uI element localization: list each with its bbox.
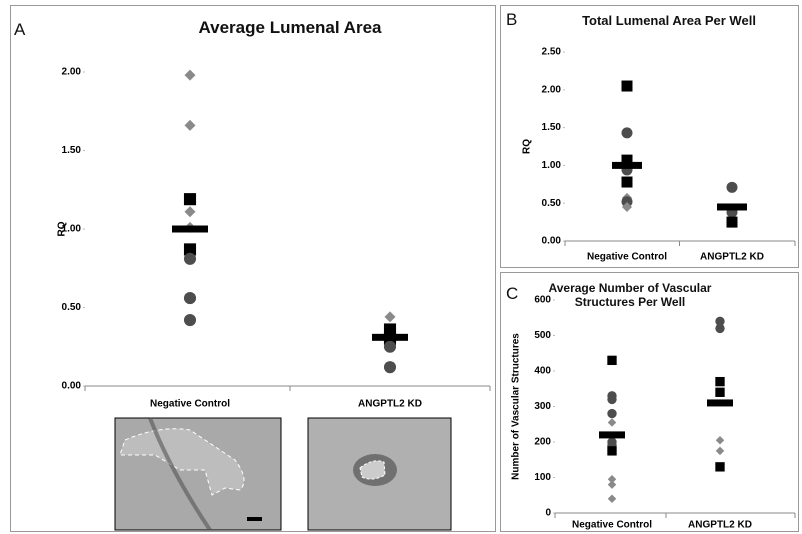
diamond-marker — [184, 206, 196, 218]
panel-border — [10, 5, 496, 532]
square-marker — [621, 80, 633, 92]
square-marker — [383, 323, 397, 336]
chart-title: Average Lumenal Area — [198, 18, 382, 37]
diamond-marker — [607, 480, 617, 489]
square-marker — [726, 216, 738, 228]
y-axis-label: RQ — [57, 221, 68, 236]
square-marker — [607, 355, 617, 366]
y-tick-label: 500 — [534, 330, 551, 341]
circle-marker — [715, 316, 725, 326]
y-tick-label: 300 — [534, 401, 551, 412]
y-tick-label: 0 — [545, 508, 551, 519]
diamond-marker — [184, 69, 196, 81]
y-axis-label: Number of Vascular Structures — [511, 333, 522, 480]
square-marker — [621, 154, 633, 166]
circle-marker — [383, 340, 397, 353]
square-marker — [607, 446, 617, 456]
y-tick-label: 1.00 — [542, 160, 562, 171]
circle-marker — [607, 394, 617, 405]
y-tick-label: 400 — [534, 366, 551, 377]
circle-marker — [183, 314, 197, 327]
x-tick-label: Negative Control — [572, 520, 652, 531]
square-marker — [621, 176, 633, 188]
mean-bar — [717, 203, 747, 211]
square-marker — [715, 387, 725, 397]
circle-marker — [183, 292, 197, 305]
y-tick-label: 2.00 — [542, 84, 562, 95]
chart-title: Total Lumenal Area Per Well — [582, 13, 756, 28]
square-marker — [183, 243, 197, 256]
diamond-marker — [384, 311, 396, 323]
y-tick-label: 1.50 — [542, 122, 562, 133]
diamond-marker — [622, 201, 632, 212]
y-tick-label: 2.00 — [62, 67, 82, 78]
diamond-marker — [715, 435, 725, 445]
y-tick-label: 0.50 — [62, 302, 82, 313]
square-marker — [183, 193, 197, 206]
y-tick-label: 0.50 — [542, 198, 562, 209]
x-tick-label: ANGPTL2 KD — [358, 399, 422, 410]
x-tick-label: Negative Control — [587, 252, 667, 263]
y-tick-label: 200 — [534, 437, 551, 448]
diamond-marker — [715, 446, 725, 456]
micrograph — [307, 417, 452, 531]
x-tick-label: ANGPTL2 KD — [688, 520, 752, 531]
y-tick-label: 0.00 — [62, 381, 82, 392]
panel-letter: B — [506, 10, 518, 29]
mean-bar — [172, 225, 208, 233]
micrograph — [114, 417, 282, 532]
circle-marker — [715, 323, 725, 334]
circle-marker — [383, 361, 397, 374]
y-tick-label: 1.00 — [62, 224, 82, 235]
mean-bar — [372, 333, 408, 341]
mean-bar — [612, 161, 642, 169]
diamond-marker — [607, 418, 617, 427]
panel-letter: A — [14, 20, 26, 39]
mean-bar — [707, 399, 733, 407]
y-tick-label: 2.50 — [542, 47, 562, 58]
y-tick-label: 600 — [534, 295, 551, 306]
y-tick-label: 1.50 — [62, 145, 82, 156]
circle-marker — [607, 408, 617, 419]
square-marker — [715, 376, 725, 387]
circle-marker — [621, 127, 633, 139]
chart-title: Average Number of Vascular Structures Pe… — [548, 281, 712, 309]
panel-letter: C — [506, 284, 519, 303]
y-tick-label: 0.00 — [542, 236, 562, 247]
y-tick-label: 100 — [534, 472, 551, 483]
panel-border — [500, 5, 799, 268]
circle-marker — [621, 196, 633, 208]
mean-bar — [599, 431, 625, 439]
circle-marker — [726, 181, 738, 193]
square-marker — [715, 462, 725, 472]
diamond-marker — [607, 494, 617, 504]
x-tick-label: Negative Control — [150, 399, 230, 410]
x-tick-label: ANGPTL2 KD — [700, 252, 764, 263]
diamond-marker — [184, 119, 196, 131]
panel-border — [500, 272, 799, 532]
circle-marker — [183, 252, 197, 265]
y-axis-label: RQ — [522, 139, 533, 154]
diamond-marker — [607, 475, 617, 484]
